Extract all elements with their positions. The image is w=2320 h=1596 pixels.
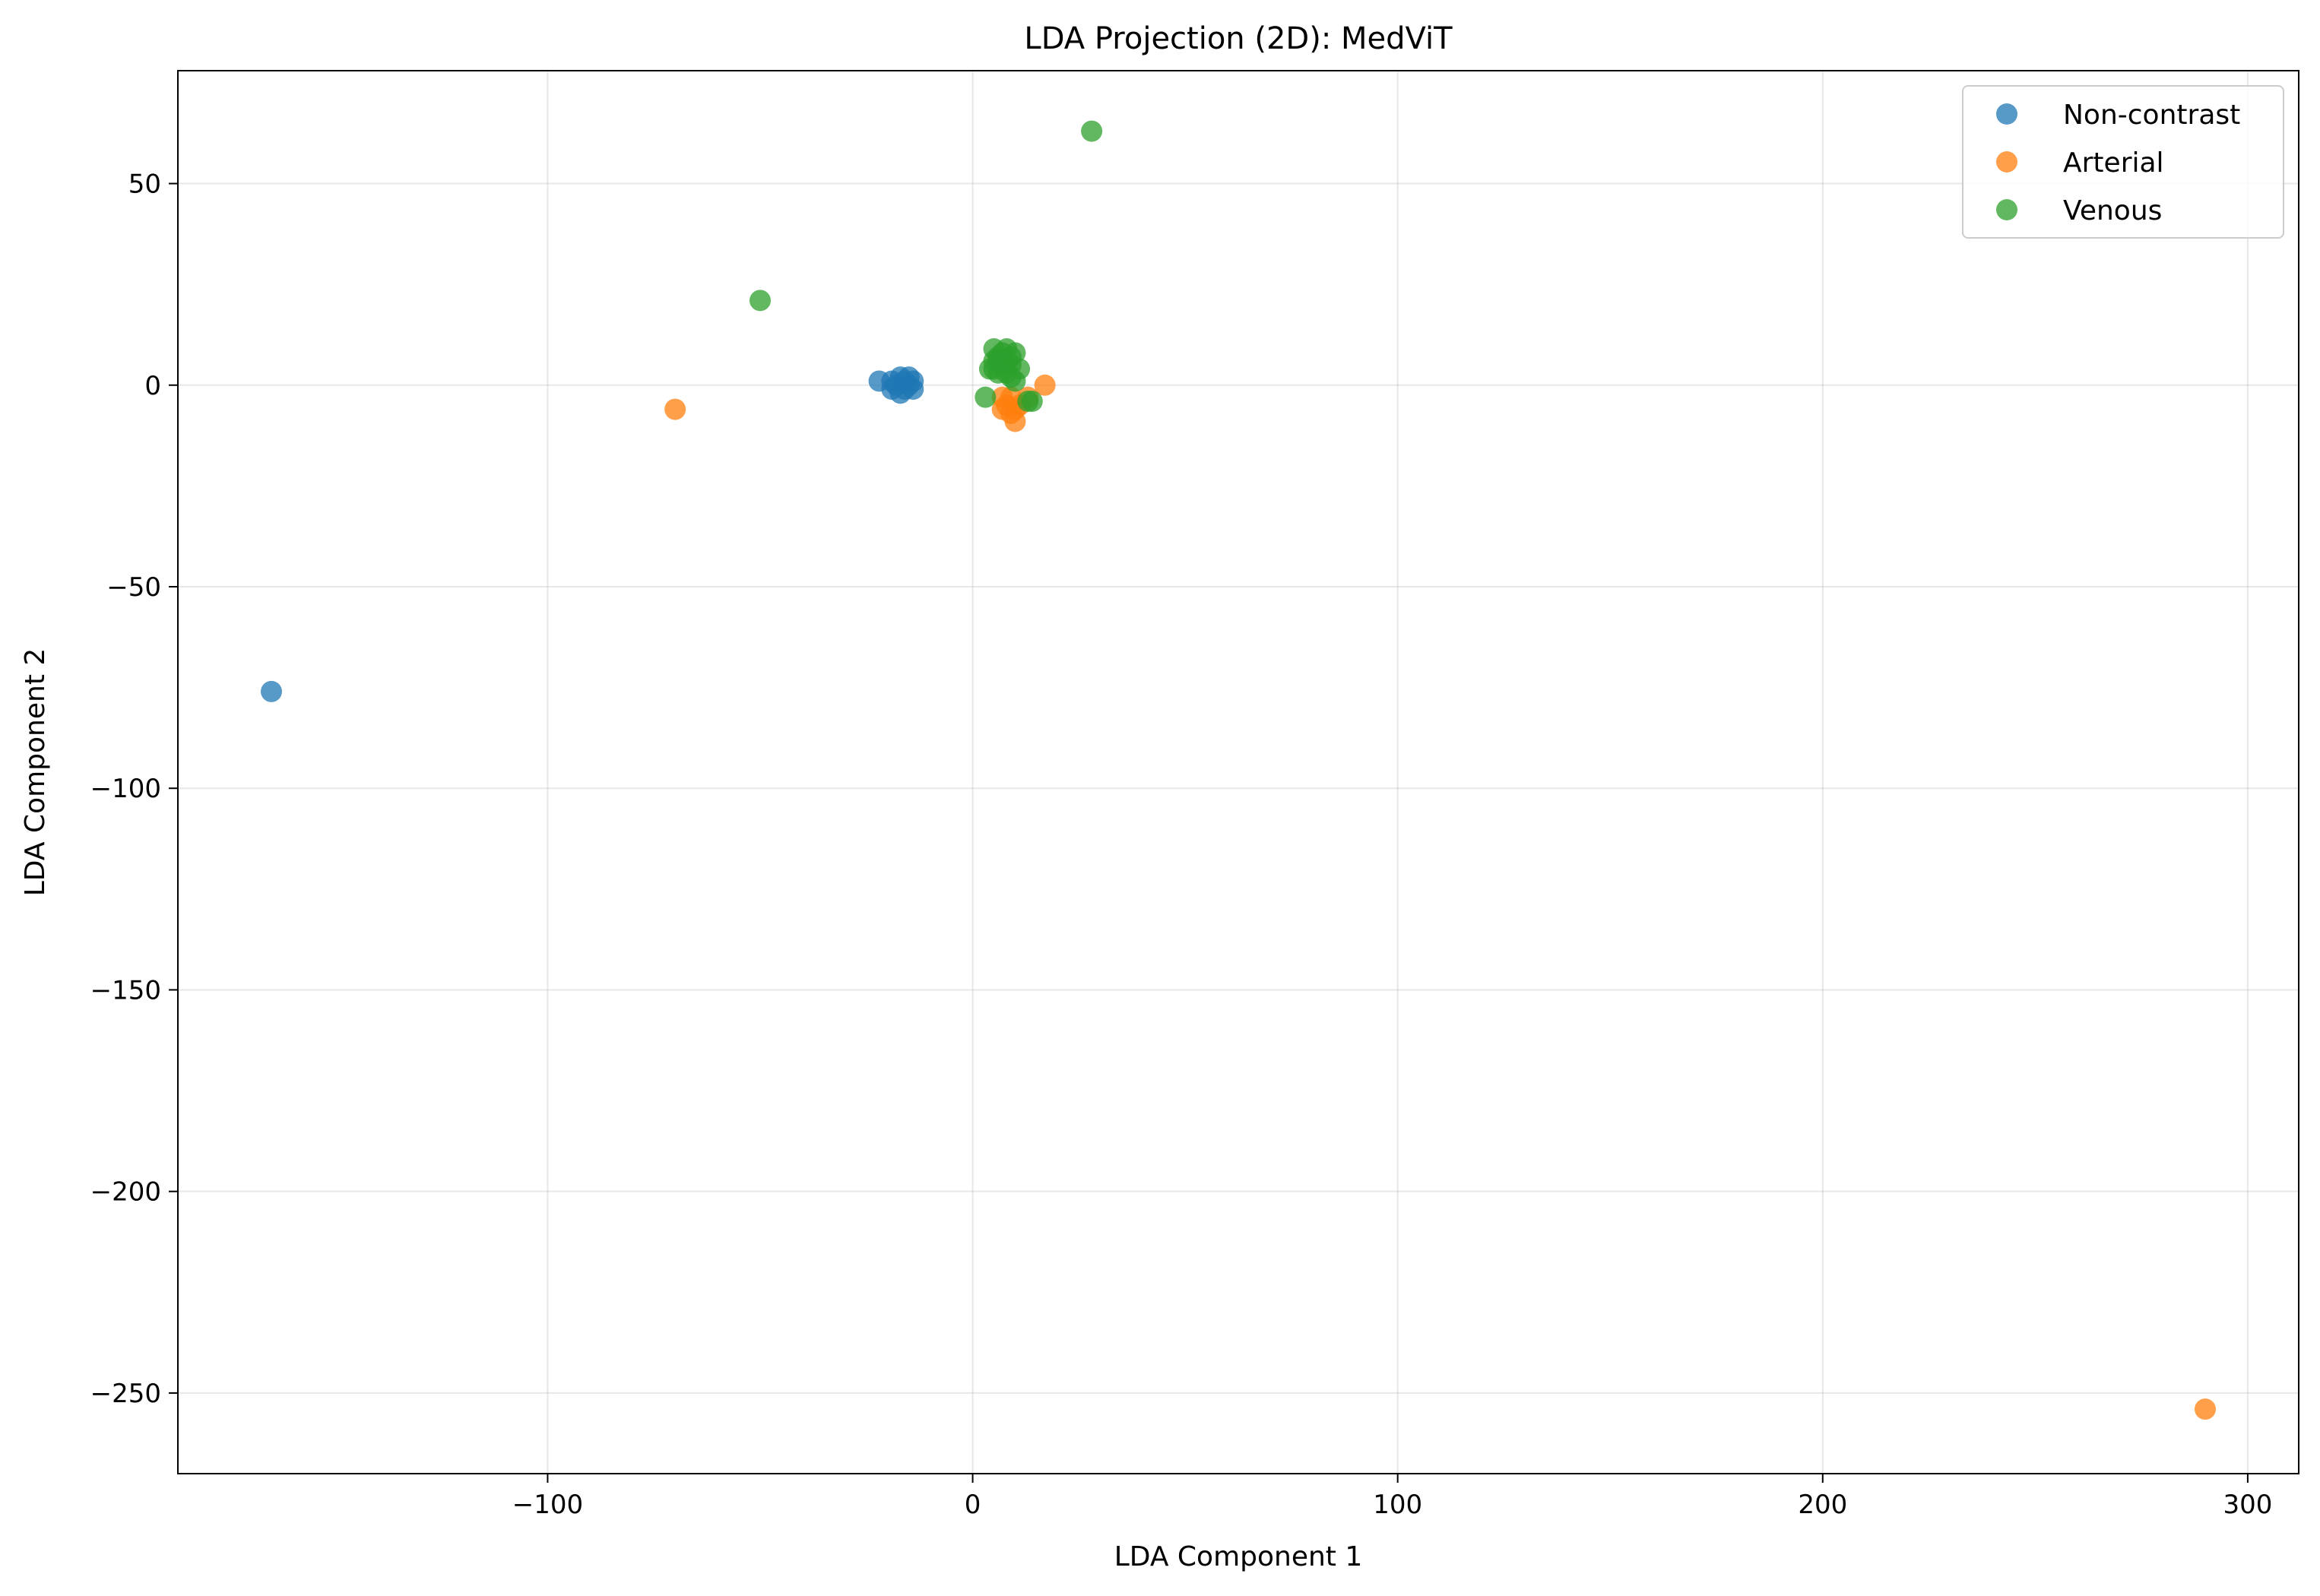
scatter-point	[261, 680, 283, 702]
scatter-point	[1081, 120, 1103, 142]
y-tick-label: −200	[90, 1177, 161, 1208]
y-tick-label: −50	[106, 572, 161, 603]
x-axis-ticks: −100 0 100 200 300	[512, 1474, 2272, 1520]
scatter-point	[881, 370, 903, 392]
legend-label-venous: Venous	[2063, 195, 2162, 226]
x-tick-label: 100	[1373, 1490, 1422, 1520]
legend-label-arterial: Arterial	[2063, 147, 2164, 179]
scatter-point	[1021, 390, 1043, 412]
legend-box	[1962, 85, 2284, 239]
plot-area	[178, 71, 2299, 1474]
legend-marker-non-contrast	[1996, 103, 2017, 125]
chart-title: LDA Projection (2D): MedViT	[1024, 21, 1453, 56]
x-axis-label: LDA Component 1	[1114, 1541, 1363, 1572]
y-tick-label: −250	[90, 1379, 161, 1409]
series-non-contrast	[261, 366, 924, 702]
data-points	[261, 120, 2216, 1420]
scatter-point	[1034, 374, 1056, 396]
grid-lines	[178, 71, 2299, 1474]
scatter-point	[1000, 346, 1022, 368]
y-tick-label: 50	[128, 169, 161, 200]
legend-marker-venous	[1996, 199, 2017, 220]
x-tick-label: 0	[965, 1490, 981, 1520]
y-axis-label: LDA Component 2	[20, 648, 51, 897]
x-tick-label: 200	[1798, 1490, 1847, 1520]
legend: Non-contrast Arterial Venous	[1962, 85, 2284, 239]
series-venous	[749, 120, 1103, 412]
scatter-point	[749, 290, 771, 312]
y-tick-label: −150	[90, 975, 161, 1005]
x-tick-label: −100	[512, 1490, 583, 1520]
scatter-point	[2194, 1398, 2216, 1420]
scatter-point	[1004, 370, 1026, 392]
y-tick-label: −100	[90, 774, 161, 804]
x-tick-label: 300	[2223, 1490, 2272, 1520]
plot-frame	[177, 70, 2299, 1474]
legend-marker-arterial	[1996, 151, 2017, 173]
legend-label-non-contrast: Non-contrast	[2063, 100, 2240, 131]
y-tick-label: 0	[144, 371, 161, 401]
y-axis-ticks: 50 0 −50 −100 −150 −200 −250	[90, 169, 178, 1409]
scatter-point	[664, 398, 686, 420]
scatter-point	[983, 350, 1005, 372]
scatter-point	[975, 386, 997, 408]
